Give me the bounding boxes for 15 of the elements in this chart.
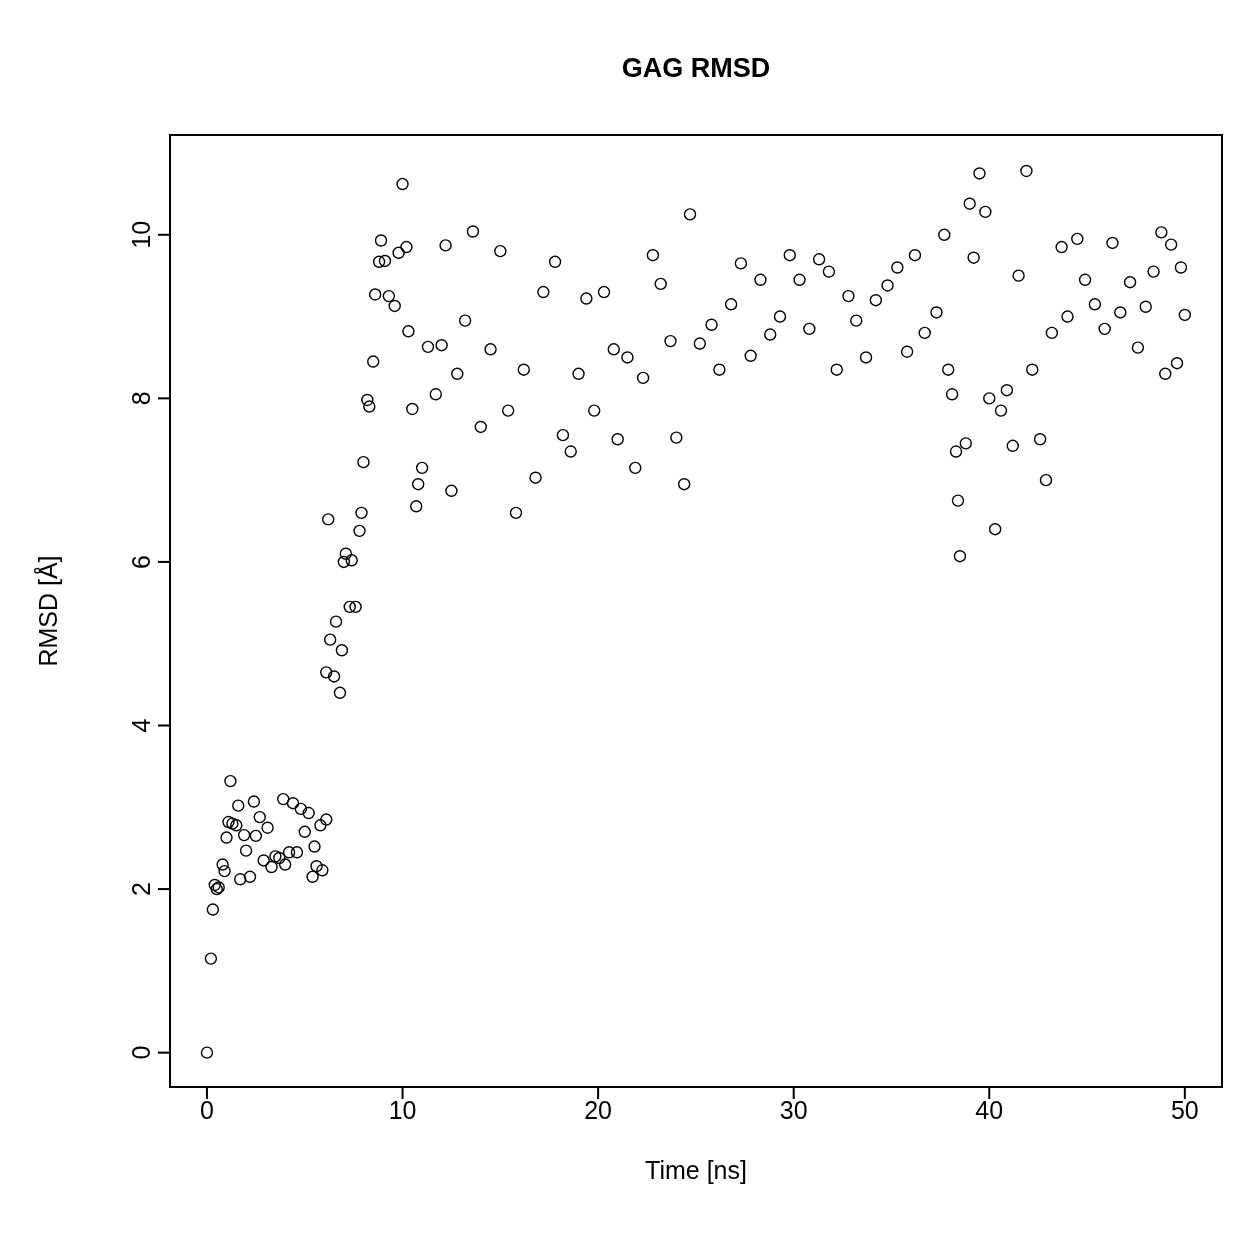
y-tick-label: 2 — [127, 882, 155, 897]
x-tick-label: 50 — [1170, 1095, 1199, 1124]
x-tick-label: 0 — [200, 1095, 214, 1124]
y-axis-title: RMSD [Å] — [32, 555, 62, 667]
x-tick-label: 20 — [584, 1095, 613, 1124]
y-tick-label: 8 — [127, 391, 155, 406]
x-tick-label: 10 — [388, 1095, 417, 1124]
x-tick-label: 30 — [779, 1095, 808, 1124]
x-tick-label: 40 — [975, 1095, 1004, 1124]
y-tick-label: 6 — [127, 554, 155, 569]
chart-title: GAG RMSD — [620, 53, 772, 84]
y-tick-label: 4 — [127, 718, 155, 733]
y-tick-label: 10 — [127, 220, 155, 249]
x-axis-title: Time [ns] — [645, 1156, 747, 1184]
y-tick-label: 0 — [127, 1045, 155, 1060]
